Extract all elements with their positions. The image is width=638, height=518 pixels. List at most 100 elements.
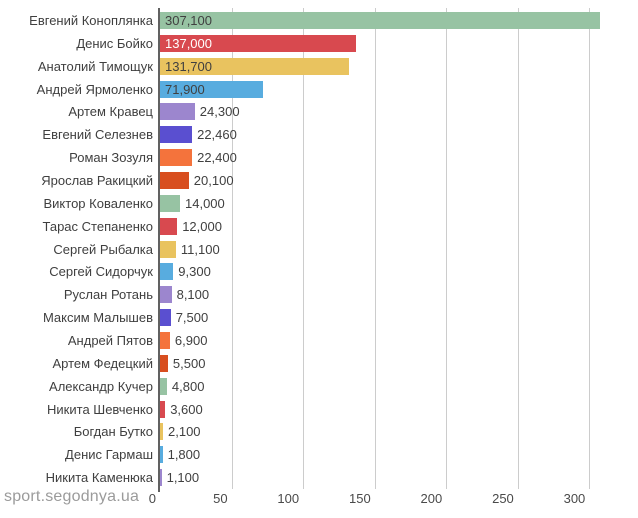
gridline: [517, 8, 519, 489]
bar[interactable]: 307,100: [160, 11, 600, 29]
chart-row: Сергей Сидорчук 9,300: [0, 260, 638, 283]
category-label: Андрей Пятов: [67, 332, 153, 348]
chart-row: Никита Каменюка 1,100: [0, 466, 638, 489]
bar[interactable]: [160, 286, 172, 304]
bar-area: 8,100: [160, 283, 638, 306]
chart-row: Максим Малышев 7,500: [0, 306, 638, 329]
chart-row: Богдан Бутко 2,100: [0, 420, 638, 443]
x-tick-label: 0: [148, 491, 156, 506]
chart-row: Тарас Степаненко 12,000: [0, 215, 638, 238]
chart-row: Никита Шевченко 3,600: [0, 398, 638, 421]
category-label: Виктор Коваленко: [43, 195, 154, 211]
bar[interactable]: [160, 331, 170, 349]
bar[interactable]: [160, 126, 193, 144]
bar-area: 1,800: [160, 443, 638, 466]
value-label: 1,800: [167, 447, 201, 463]
bar-area: 1,100: [160, 466, 638, 489]
chart-row: Андрей Пятов 6,900: [0, 329, 638, 352]
watermark: sport.segodnya.ua: [4, 488, 140, 505]
bar-area: 22,460: [160, 123, 638, 146]
bar-area: 14,000: [160, 192, 638, 215]
bar[interactable]: [160, 309, 171, 327]
bar[interactable]: [160, 103, 195, 121]
bar-area: 12,000: [160, 215, 638, 238]
category-label: Руслан Ротань: [63, 287, 153, 303]
chart-row: Ярослав Ракицкий 20,100: [0, 169, 638, 192]
category-label: Денис Бойко: [76, 35, 153, 51]
bar[interactable]: 137,000: [160, 34, 357, 52]
value-label: 131,700: [165, 58, 212, 74]
value-label: 20,100: [193, 172, 234, 188]
chart-row: Сергей Рыбалка 11,100: [0, 238, 638, 261]
value-label: 2,100: [168, 424, 201, 440]
bar-area: 4,800: [160, 375, 638, 398]
value-label: 22,400: [197, 150, 237, 166]
bar[interactable]: [160, 354, 168, 372]
bar[interactable]: [160, 240, 176, 258]
bar-area: 137,000: [160, 32, 638, 55]
x-tick-label: 50: [213, 491, 228, 506]
bar[interactable]: [160, 217, 178, 235]
category-label: Денис Гармаш: [65, 447, 153, 463]
chart-row: Евгений Селезнев 22,460: [0, 123, 638, 146]
category-label: Никита Шевченко: [47, 401, 153, 417]
category-label: Андрей Ярмоленко: [36, 81, 153, 97]
value-label: 9,300: [178, 264, 211, 280]
value-label: 14,000: [185, 195, 225, 211]
value-label: 137,000: [165, 35, 212, 51]
bar-area: 131,700: [160, 55, 638, 78]
bar[interactable]: [160, 377, 167, 395]
value-label: 12,000: [182, 218, 222, 234]
chart-row: Денис Гармаш 1,800: [0, 443, 638, 466]
category-label: Никита Каменюка: [45, 470, 153, 486]
value-label: 4,800: [171, 378, 205, 394]
bar-area: 307,100: [160, 9, 638, 32]
gridline: [374, 8, 376, 489]
x-tick-label: 150: [348, 491, 371, 506]
bar[interactable]: [160, 171, 189, 189]
chart-row: Андрей Ярмоленко 71,900: [0, 78, 638, 101]
bar-area: 22,400: [160, 146, 638, 169]
bar[interactable]: [160, 400, 166, 418]
chart-row: Александр Кучер 4,800: [0, 375, 638, 398]
gridline: [231, 8, 233, 489]
bar[interactable]: 71,900: [160, 80, 263, 98]
value-label: 7,500: [175, 310, 209, 326]
x-tick-label: 250: [492, 491, 514, 506]
value-label: 22,460: [197, 127, 237, 143]
category-label: Сергей Сидорчук: [49, 264, 153, 280]
chart-row: Денис Бойко 137,000: [0, 32, 638, 55]
chart-row: Артем Кравец 24,300: [0, 100, 638, 123]
value-label: 11,100: [180, 241, 220, 257]
bar[interactable]: [160, 263, 174, 281]
chart-row: Руслан Ротань 8,100: [0, 283, 638, 306]
bar[interactable]: [160, 423, 163, 441]
bar[interactable]: [160, 446, 163, 464]
category-label: Артем Кравец: [68, 104, 153, 120]
bar[interactable]: [160, 194, 180, 212]
gridline: [446, 8, 448, 489]
gridline: [589, 8, 591, 489]
chart-rows: Евгений Коноплянка 307,100 Денис Бойко 137,…: [0, 9, 638, 489]
chart-row: Артем Федецкий 5,500: [0, 352, 638, 375]
category-label: Евгений Коноплянка: [29, 12, 153, 28]
bar-area: 7,500: [160, 306, 638, 329]
bar-area: 20,100: [160, 169, 638, 192]
gridline: [303, 8, 305, 489]
x-tick-label: 100: [277, 491, 300, 506]
value-label: 24,300: [199, 104, 240, 120]
y-axis-line: [158, 8, 160, 492]
bar[interactable]: 131,700: [160, 57, 349, 75]
value-label: 1,100: [166, 470, 200, 486]
chart-row: Виктор Коваленко 14,000: [0, 192, 638, 215]
value-label: 3,600: [170, 401, 203, 417]
bar[interactable]: [160, 149, 193, 167]
bar-area: 6,900: [160, 329, 638, 352]
x-tick-label: 200: [420, 491, 443, 506]
category-label: Александр Кучер: [49, 378, 153, 394]
bar-area: 3,600: [160, 398, 638, 421]
bar[interactable]: [160, 469, 162, 487]
chart-row: Анатолий Тимощук 131,700: [0, 55, 638, 78]
bar-area: 9,300: [160, 260, 638, 283]
